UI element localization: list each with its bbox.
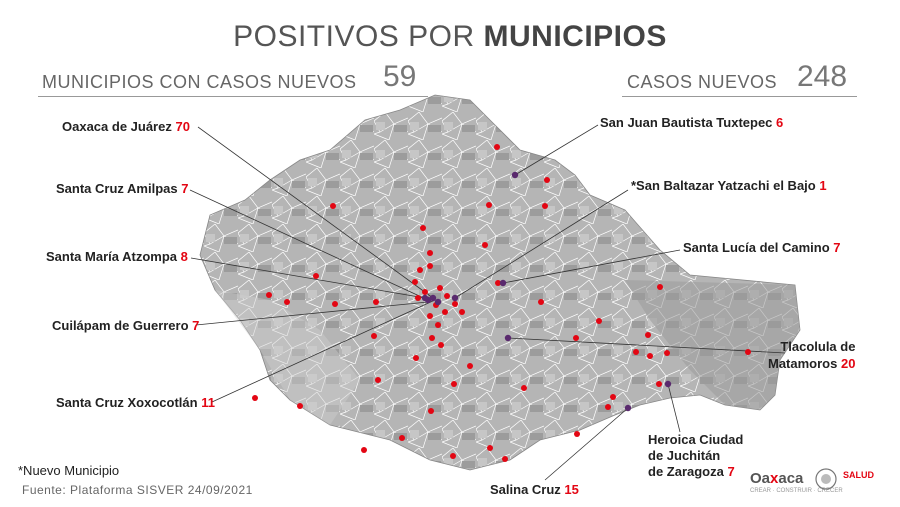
- casos-value: 248: [797, 60, 848, 93]
- title-bold: MUNICIPIOS: [483, 20, 667, 53]
- oaxaca-logo: Oaxaca: [750, 470, 804, 487]
- source-text: Fuente: Plataforma SISVER 24/09/2021: [22, 483, 253, 497]
- highlight-dots: [421, 171, 672, 412]
- casos-rule: [622, 96, 857, 97]
- footnote-new-municipality: *Nuevo Municipio: [18, 463, 120, 478]
- label-santa-cruz-amilpas: Santa Cruz Amilpas 7: [56, 181, 189, 196]
- label-santa-cruz-xoxocotlan: Santa Cruz Xoxocotlán 11: [56, 395, 215, 410]
- label-cuilapam-de-guerrero: Cuilápam de Guerrero 7: [52, 318, 200, 333]
- municipios-label: MUNICIPIOS CON CASOS NUEVOS: [42, 72, 357, 92]
- label-heroica-ciudad-de-juchitan: Heroica Ciudad de Juchitán de Zaragoza 7: [648, 432, 744, 479]
- salud-logo: SALUD: [843, 470, 874, 480]
- state-shade-east: [625, 280, 800, 410]
- case-dots: [252, 144, 751, 462]
- label-san-juan-bautista-tuxtepec: San Juan Bautista Tuxtepec 6: [600, 115, 784, 130]
- municipios-rule: [38, 96, 428, 97]
- oaxaca-logo-tagline: CREAR · CONSTRUIR · CRECER: [750, 488, 843, 494]
- leader-lines: [189, 124, 786, 481]
- municipios-value: 59: [383, 60, 417, 93]
- casos-label: CASOS NUEVOS: [627, 72, 778, 92]
- label-oaxaca-de-juarez: Oaxaca de Juárez 70: [62, 119, 190, 134]
- label-salina-cruz: Salina Cruz 15: [490, 482, 579, 497]
- label-tlacolula-de-matamoros: Tlacolula de Matamoros 20: [768, 339, 856, 371]
- salud-logo-text: SALUD: [843, 470, 874, 480]
- label-santa-lucia-del-camino: Santa Lucía del Camino 7: [683, 240, 841, 255]
- state-seal-icon: [815, 468, 837, 490]
- state-shade-west: [215, 290, 360, 425]
- page-title: POSITIVOS POR MUNICIPIOS: [0, 20, 900, 54]
- label-san-baltazar-yatzachi: *San Baltazar Yatzachi el Bajo 1: [631, 178, 827, 193]
- label-santa-maria-atzompa: Santa María Atzompa 8: [46, 249, 188, 264]
- title-light: POSITIVOS POR: [233, 20, 475, 53]
